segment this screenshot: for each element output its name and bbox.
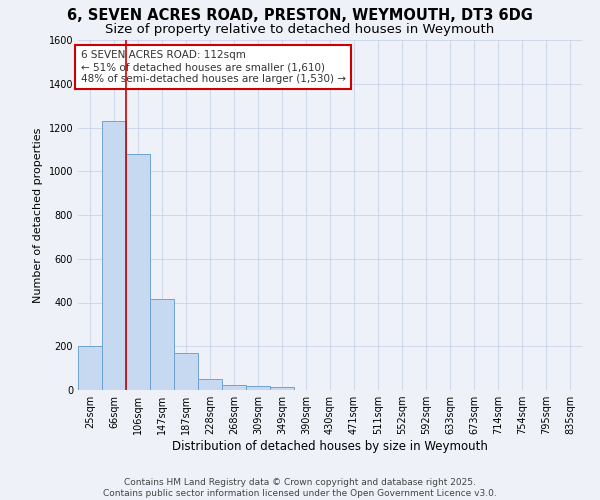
Text: Size of property relative to detached houses in Weymouth: Size of property relative to detached ho… [106, 22, 494, 36]
Bar [78, 346, 102, 390]
Text: 6 SEVEN ACRES ROAD: 112sqm
← 51% of detached houses are smaller (1,610)
48% of s: 6 SEVEN ACRES ROAD: 112sqm ← 51% of deta… [80, 50, 346, 84]
Bar [222, 384, 246, 390]
Bar [246, 386, 270, 390]
Bar [126, 154, 150, 390]
Text: Contains HM Land Registry data © Crown copyright and database right 2025.
Contai: Contains HM Land Registry data © Crown c… [103, 478, 497, 498]
Y-axis label: Number of detached properties: Number of detached properties [33, 128, 43, 302]
Bar [174, 353, 198, 390]
Bar [270, 388, 294, 390]
Bar [150, 299, 174, 390]
Bar [102, 121, 126, 390]
X-axis label: Distribution of detached houses by size in Weymouth: Distribution of detached houses by size … [172, 440, 488, 453]
Bar [198, 379, 222, 390]
Text: 6, SEVEN ACRES ROAD, PRESTON, WEYMOUTH, DT3 6DG: 6, SEVEN ACRES ROAD, PRESTON, WEYMOUTH, … [67, 8, 533, 22]
